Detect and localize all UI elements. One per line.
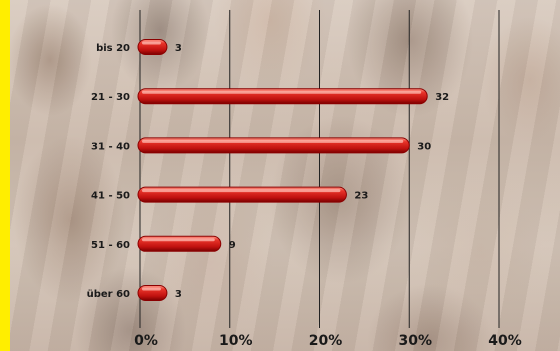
x-tick-label: 40% [488,333,522,349]
x-tick-label: 20% [309,333,343,349]
category-label: 51 - 60 [91,240,130,251]
bar-highlight [142,287,161,291]
category-label: 21 - 30 [91,92,130,103]
category-label: über 60 [87,289,130,300]
category-label: 31 - 40 [91,141,130,152]
value-label: 9 [229,240,236,251]
crowd-photo-background [10,0,560,351]
x-tick-labels: 0% 10% 20% 30% 40% [134,333,522,349]
chart-frame: bis 20 21 - 30 31 - 40 41 - 50 51 - 60 über 6… [10,0,560,351]
value-label: 3 [175,43,182,54]
bar-highlight [142,139,404,143]
category-label: bis 20 [96,43,130,54]
value-label: 3 [175,289,182,300]
value-label: 23 [354,191,368,202]
bar-highlight [142,41,161,45]
bars [137,39,428,301]
value-label: 32 [435,92,449,103]
x-tick-label: 30% [398,333,432,349]
bar-chart: bis 20 21 - 30 31 - 40 41 - 50 51 - 60 über 6… [87,10,522,349]
category-label: 41 - 50 [91,191,130,202]
grid-lines [139,10,500,328]
bar-highlight [142,189,341,193]
bar-highlight [142,90,422,94]
x-tick-label: 0% [134,333,158,349]
category-labels: bis 20 21 - 30 31 - 40 41 - 50 51 - 60 über 6… [87,43,130,300]
value-label: 30 [417,141,431,152]
bar-highlight [142,238,215,242]
value-labels: 3 32 30 23 9 3 [175,43,449,300]
x-tick-label: 10% [219,333,253,349]
